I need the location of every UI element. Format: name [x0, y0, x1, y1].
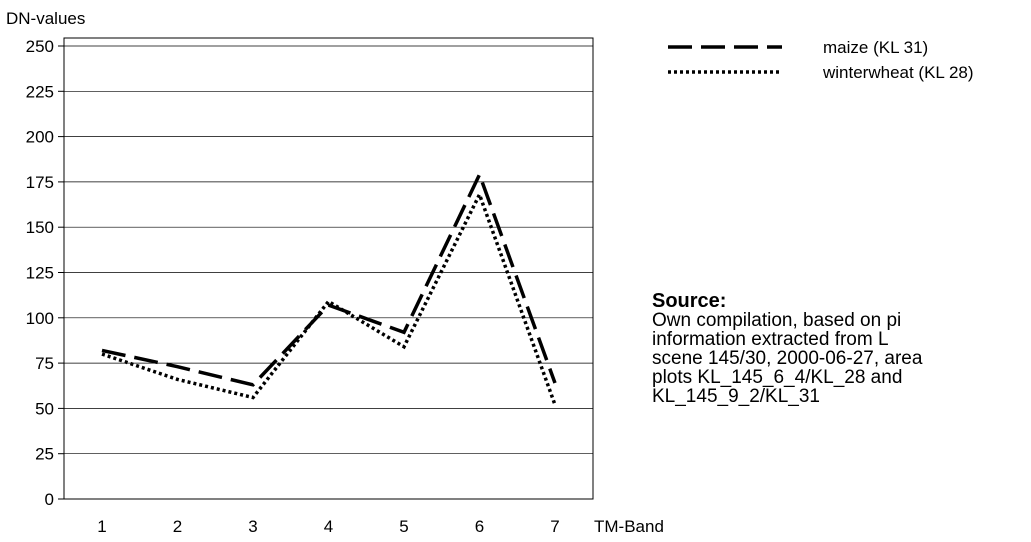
- x-tick-label: 5: [399, 517, 408, 536]
- series-lines: [101, 170, 557, 406]
- x-tick-label: 4: [324, 517, 333, 536]
- y-tick-label: 25: [35, 445, 54, 464]
- y-tick-label: 100: [26, 309, 54, 328]
- series-line-2: [101, 190, 557, 406]
- x-tick-label: 3: [248, 517, 257, 536]
- x-tick-label: 1: [97, 517, 106, 536]
- y-axis-ticks: 0 25 50 75 100 125 150 175 200 225 250: [26, 37, 64, 509]
- legend-label-1: maize (KL 31): [823, 38, 928, 57]
- y-tick-label: 0: [45, 490, 54, 509]
- source-line-2: information extracted from L: [652, 329, 889, 350]
- y-axis-label: DN-values: [6, 9, 85, 28]
- source-note: Source: Own compilation, based on pi inf…: [652, 291, 1031, 406]
- source-line-5: KL_145_9_2/KL_31: [652, 386, 820, 406]
- x-tick-label: 2: [173, 517, 182, 536]
- source-line-4: plots KL_145_6_4/KL_28 and: [652, 367, 903, 388]
- source-line-1: Own compilation, based on pi: [652, 310, 902, 331]
- series-line-1: [101, 170, 557, 387]
- legend: maize (KL 31) winterwheat (KL 28): [668, 38, 974, 82]
- y-tick-label: 200: [26, 128, 54, 147]
- x-axis-label: TM-Band: [594, 517, 664, 536]
- y-tick-label: 175: [26, 173, 54, 192]
- y-tick-label: 50: [35, 399, 54, 418]
- source-title: Source:: [652, 291, 727, 312]
- x-tick-label: 6: [475, 517, 484, 536]
- y-tick-label: 250: [26, 37, 54, 56]
- y-tick-label: 125: [26, 264, 54, 283]
- y-tick-label: 75: [35, 354, 54, 373]
- y-tick-label: 225: [26, 82, 54, 101]
- y-tick-label: 150: [26, 218, 54, 237]
- x-tick-label: 7: [550, 517, 559, 536]
- gridlines: [64, 45, 593, 455]
- source-line-3: scene 145/30, 2000-06-27, area: [652, 348, 923, 369]
- legend-label-2: winterwheat (KL 28): [822, 63, 974, 82]
- x-axis-ticks: 1 2 3 4 5 6 7: [97, 517, 559, 536]
- plot-area: [63, 37, 594, 500]
